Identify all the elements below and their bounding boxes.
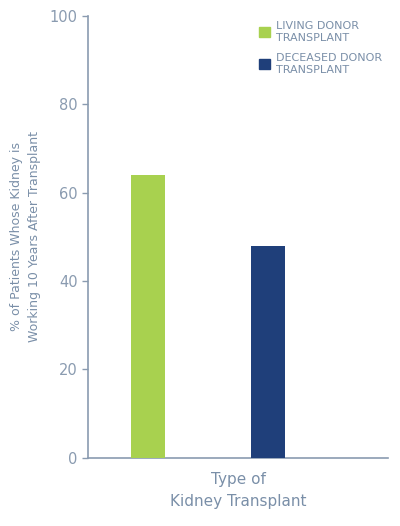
Y-axis label: % of Patients Whose Kidney is
Working 10 Years After Transplant: % of Patients Whose Kidney is Working 10…	[10, 131, 41, 342]
Legend: LIVING DONOR
TRANSPLANT, DECEASED DONOR
TRANSPLANT: LIVING DONOR TRANSPLANT, DECEASED DONOR …	[258, 22, 382, 75]
Bar	[251, 246, 285, 458]
X-axis label: Type of
Kidney Transplant: Type of Kidney Transplant	[170, 471, 306, 509]
Bar	[131, 175, 165, 458]
